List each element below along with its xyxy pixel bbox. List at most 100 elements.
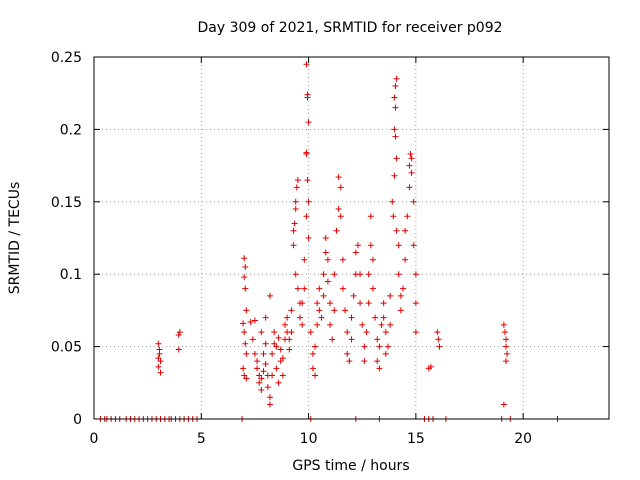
data-point — [374, 358, 381, 365]
data-point — [397, 292, 404, 299]
data-point — [256, 379, 263, 386]
data-point — [281, 321, 288, 328]
data-point — [412, 329, 419, 336]
data-point — [254, 365, 261, 372]
data-point — [279, 355, 286, 362]
data-point — [352, 249, 359, 256]
data-points — [97, 61, 561, 422]
data-point — [342, 307, 349, 314]
x-tick-label: 10 — [300, 431, 318, 447]
data-point — [397, 307, 404, 314]
data-point — [294, 177, 301, 184]
data-point — [369, 256, 376, 263]
data-point — [312, 372, 319, 379]
data-point — [402, 227, 409, 234]
data-point — [290, 242, 297, 249]
y-tick-label: 0.25 — [51, 50, 82, 66]
data-point — [249, 336, 256, 343]
x-tick-label: 5 — [197, 431, 206, 447]
data-point — [395, 242, 402, 249]
data-point — [303, 149, 310, 156]
data-point — [382, 350, 389, 357]
data-point — [400, 285, 406, 292]
data-point — [504, 350, 511, 357]
data-point — [322, 235, 329, 241]
data-point — [301, 285, 308, 292]
data-point — [275, 379, 282, 386]
y-axis-label: SRMTID / TECUs — [7, 182, 23, 295]
data-point — [357, 271, 364, 278]
data-point — [391, 94, 398, 101]
data-point — [335, 206, 342, 213]
x-axis-label: GPS time / hours — [292, 458, 409, 474]
data-point — [382, 329, 389, 336]
data-point — [503, 336, 509, 343]
data-point — [331, 271, 338, 278]
data-point — [378, 321, 385, 328]
data-point — [290, 227, 297, 234]
data-point — [284, 314, 291, 321]
data-point — [320, 292, 327, 299]
data-point — [344, 350, 351, 357]
data-point — [500, 401, 507, 408]
data-point — [262, 360, 269, 367]
data-point — [389, 198, 396, 205]
data-point — [408, 155, 415, 162]
data-point — [269, 372, 276, 379]
data-point — [503, 343, 509, 350]
data-point — [292, 271, 299, 278]
data-point — [247, 318, 254, 325]
data-point — [335, 174, 342, 181]
data-point — [331, 307, 338, 314]
y-tick-label: 0.2 — [60, 122, 82, 138]
data-point — [273, 365, 280, 372]
data-point — [376, 365, 383, 372]
data-point — [288, 329, 295, 336]
data-point — [393, 75, 400, 82]
y-tick-label: 0.15 — [51, 195, 82, 211]
data-point — [241, 274, 248, 281]
data-point — [304, 177, 311, 184]
data-point — [240, 320, 247, 327]
data-point — [348, 336, 355, 343]
data-point — [292, 206, 299, 213]
data-point — [264, 384, 271, 391]
data-point — [243, 375, 250, 382]
data-point — [410, 242, 417, 249]
data-point — [344, 329, 351, 336]
data-point — [357, 300, 364, 307]
data-point — [273, 343, 280, 350]
data-point — [361, 343, 368, 350]
data-point — [304, 91, 311, 98]
data-point — [359, 321, 366, 328]
data-point — [243, 307, 250, 314]
plot-frame — [93, 56, 610, 420]
data-point — [392, 133, 399, 140]
data-point — [339, 285, 346, 292]
data-point — [303, 213, 310, 220]
data-point — [408, 169, 415, 176]
data-point — [155, 355, 162, 362]
chart-title: Day 309 of 2021, SRMTID for receiver p09… — [197, 20, 502, 36]
data-point — [390, 213, 397, 220]
data-point — [156, 346, 163, 353]
data-point — [293, 184, 300, 191]
data-point — [393, 155, 400, 162]
y-tick-label: 0.05 — [51, 340, 82, 356]
data-point — [387, 321, 394, 328]
data-point — [242, 263, 249, 270]
data-point — [346, 358, 353, 365]
data-point — [266, 401, 273, 408]
data-point — [363, 329, 370, 336]
data-point — [309, 350, 316, 357]
data-point — [367, 242, 374, 249]
data-point — [410, 198, 417, 205]
data-point — [329, 336, 336, 343]
data-point — [434, 329, 441, 336]
data-point — [374, 336, 381, 343]
data-point — [427, 363, 434, 370]
data-point — [157, 369, 164, 376]
data-point — [412, 271, 419, 278]
data-point — [299, 321, 306, 328]
data-point — [301, 256, 308, 263]
